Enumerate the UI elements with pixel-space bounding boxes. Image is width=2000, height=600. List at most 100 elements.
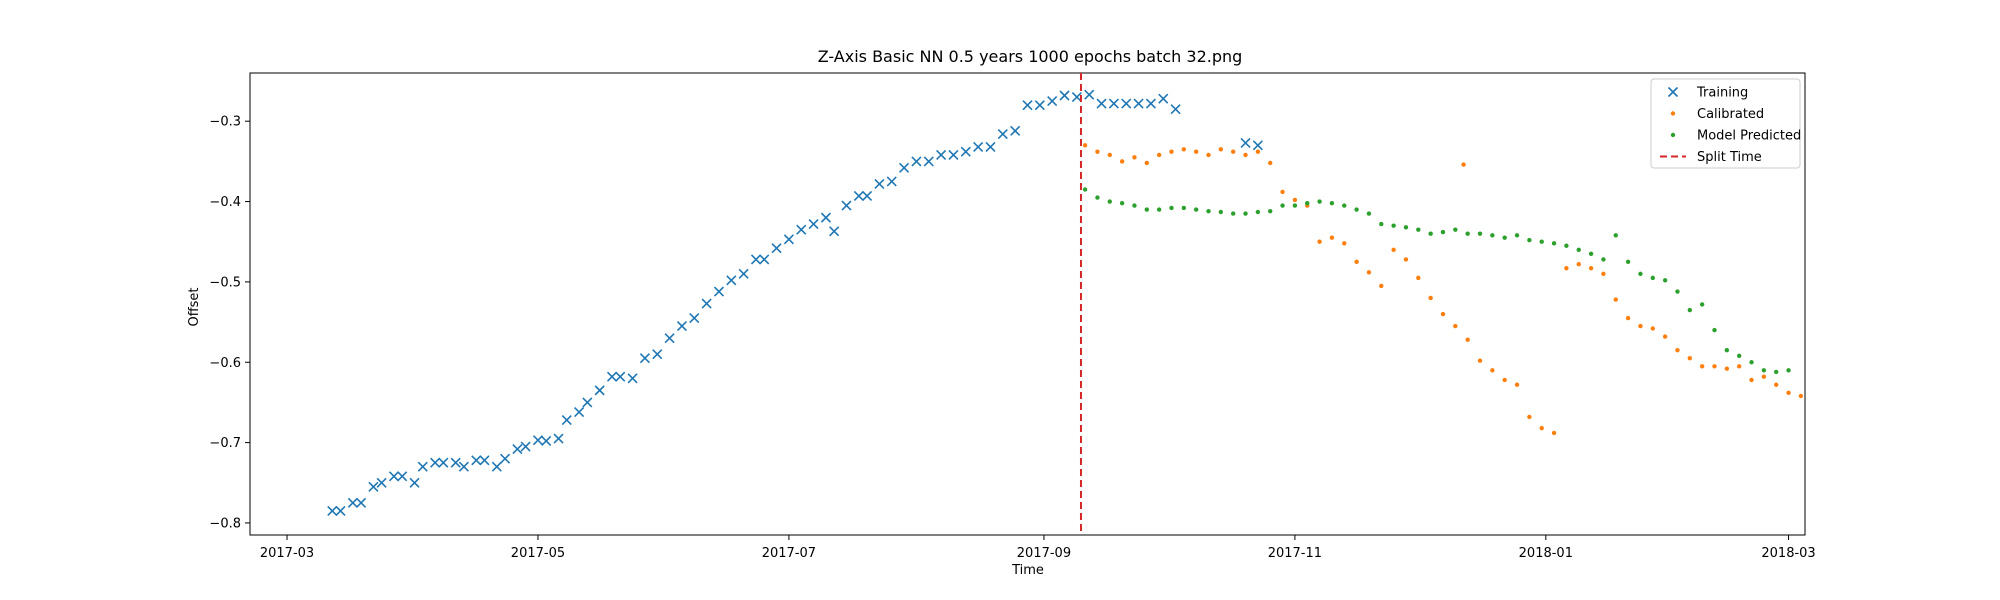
predicted-point bbox=[1280, 203, 1285, 208]
calibrated-point bbox=[1625, 315, 1631, 321]
predicted-point bbox=[1416, 227, 1421, 232]
training-point bbox=[1133, 98, 1144, 109]
training-point bbox=[553, 433, 564, 444]
training-point bbox=[853, 190, 864, 201]
calibrated-point bbox=[1650, 326, 1655, 331]
y-tick-label: −0.7 bbox=[209, 436, 241, 451]
predicted-point bbox=[1662, 278, 1668, 283]
x-tick-label: 2017-11 bbox=[1268, 546, 1322, 561]
calibrated-point bbox=[1502, 377, 1507, 383]
training-point bbox=[1145, 98, 1156, 109]
predicted-point bbox=[1638, 271, 1643, 277]
calibrated-point bbox=[1218, 147, 1224, 152]
predicted-point bbox=[1218, 209, 1224, 215]
predicted-point bbox=[1527, 237, 1532, 243]
predicted-point bbox=[1613, 233, 1618, 238]
y-axis-label: Offset bbox=[187, 287, 202, 326]
training-point bbox=[627, 373, 638, 384]
training-point bbox=[796, 224, 807, 235]
predicted-point bbox=[1379, 221, 1384, 227]
calibrated-point bbox=[1107, 152, 1112, 158]
calibrated-point bbox=[1354, 259, 1359, 265]
calibrated-point bbox=[1428, 295, 1433, 301]
predicted-point bbox=[1712, 327, 1717, 333]
training-point bbox=[783, 234, 794, 245]
training-point bbox=[388, 471, 400, 482]
training-point bbox=[397, 471, 408, 482]
training-point bbox=[376, 477, 387, 488]
calibrated-point bbox=[1230, 149, 1236, 154]
predicted-point bbox=[1391, 223, 1396, 228]
training-point bbox=[1047, 96, 1058, 107]
training-point bbox=[861, 190, 873, 201]
training-point bbox=[1010, 125, 1021, 136]
series-model-predicted bbox=[1082, 187, 1791, 375]
calibrated-point bbox=[1576, 262, 1581, 267]
calibrated-point bbox=[1514, 382, 1520, 387]
predicted-point bbox=[1576, 247, 1581, 252]
calibrated-point bbox=[1181, 147, 1187, 152]
training-point bbox=[479, 455, 490, 466]
calibrated-point bbox=[1551, 430, 1557, 436]
training-point bbox=[327, 505, 338, 516]
calibrated-point bbox=[1638, 323, 1643, 329]
training-point bbox=[985, 141, 996, 152]
predicted-point bbox=[1082, 187, 1088, 192]
training-point bbox=[1158, 93, 1169, 104]
calibrated-point bbox=[1440, 311, 1446, 317]
training-point bbox=[1170, 104, 1181, 115]
predicted-point bbox=[1514, 233, 1520, 238]
training-point bbox=[615, 371, 626, 382]
training-point bbox=[1059, 90, 1070, 101]
calibrated-point bbox=[1280, 189, 1285, 195]
training-point bbox=[458, 461, 469, 472]
predicted-point bbox=[1305, 200, 1310, 206]
training-point bbox=[356, 497, 367, 508]
calibrated-point bbox=[1774, 382, 1779, 387]
predicted-point bbox=[1687, 307, 1693, 313]
predicted-point bbox=[1317, 199, 1322, 204]
predicted-point bbox=[1675, 289, 1680, 294]
predicted-point bbox=[1650, 275, 1655, 281]
x-tick-label: 2017-09 bbox=[1017, 546, 1071, 561]
training-point bbox=[532, 435, 544, 446]
training-point bbox=[923, 156, 934, 167]
x-tick-label: 2017-03 bbox=[260, 546, 314, 561]
legend: Training Calibrated Model Predicted Split T… bbox=[1650, 78, 1801, 169]
calibrated-point bbox=[1391, 247, 1396, 252]
y-tick-label: −0.4 bbox=[209, 195, 241, 210]
training-point bbox=[1108, 98, 1119, 109]
calibrated-point bbox=[1255, 149, 1261, 154]
calibrated-point bbox=[1712, 364, 1717, 369]
training-point bbox=[1022, 100, 1033, 111]
calibrated-point bbox=[1268, 160, 1273, 166]
calibrated-point bbox=[1317, 239, 1322, 244]
calibrated-point bbox=[1675, 348, 1680, 353]
predicted-point bbox=[1230, 211, 1236, 216]
training-point bbox=[541, 435, 552, 447]
training-point bbox=[1252, 140, 1263, 151]
predicted-point bbox=[1095, 195, 1100, 200]
training-point bbox=[438, 457, 449, 468]
calibrated-point bbox=[1366, 270, 1372, 275]
predicted-point bbox=[1477, 231, 1483, 236]
training-point bbox=[829, 226, 840, 237]
predicted-point bbox=[1699, 302, 1705, 307]
training-point bbox=[759, 254, 770, 265]
training-point bbox=[713, 286, 725, 297]
predicted-point bbox=[1132, 203, 1137, 208]
predicted-point bbox=[1193, 207, 1199, 212]
training-point bbox=[652, 349, 663, 360]
y-tick-label: −0.5 bbox=[209, 275, 241, 290]
predicted-point bbox=[1786, 368, 1791, 373]
training-point bbox=[1121, 98, 1132, 109]
legend-marker-training bbox=[1667, 86, 1679, 98]
calibrated-point bbox=[1761, 374, 1767, 379]
training-point bbox=[936, 149, 947, 161]
training-point bbox=[491, 461, 502, 472]
training-point bbox=[417, 461, 428, 472]
calibrated-point bbox=[1539, 425, 1544, 431]
training-point bbox=[450, 457, 461, 468]
calibrated-point bbox=[1379, 283, 1384, 289]
